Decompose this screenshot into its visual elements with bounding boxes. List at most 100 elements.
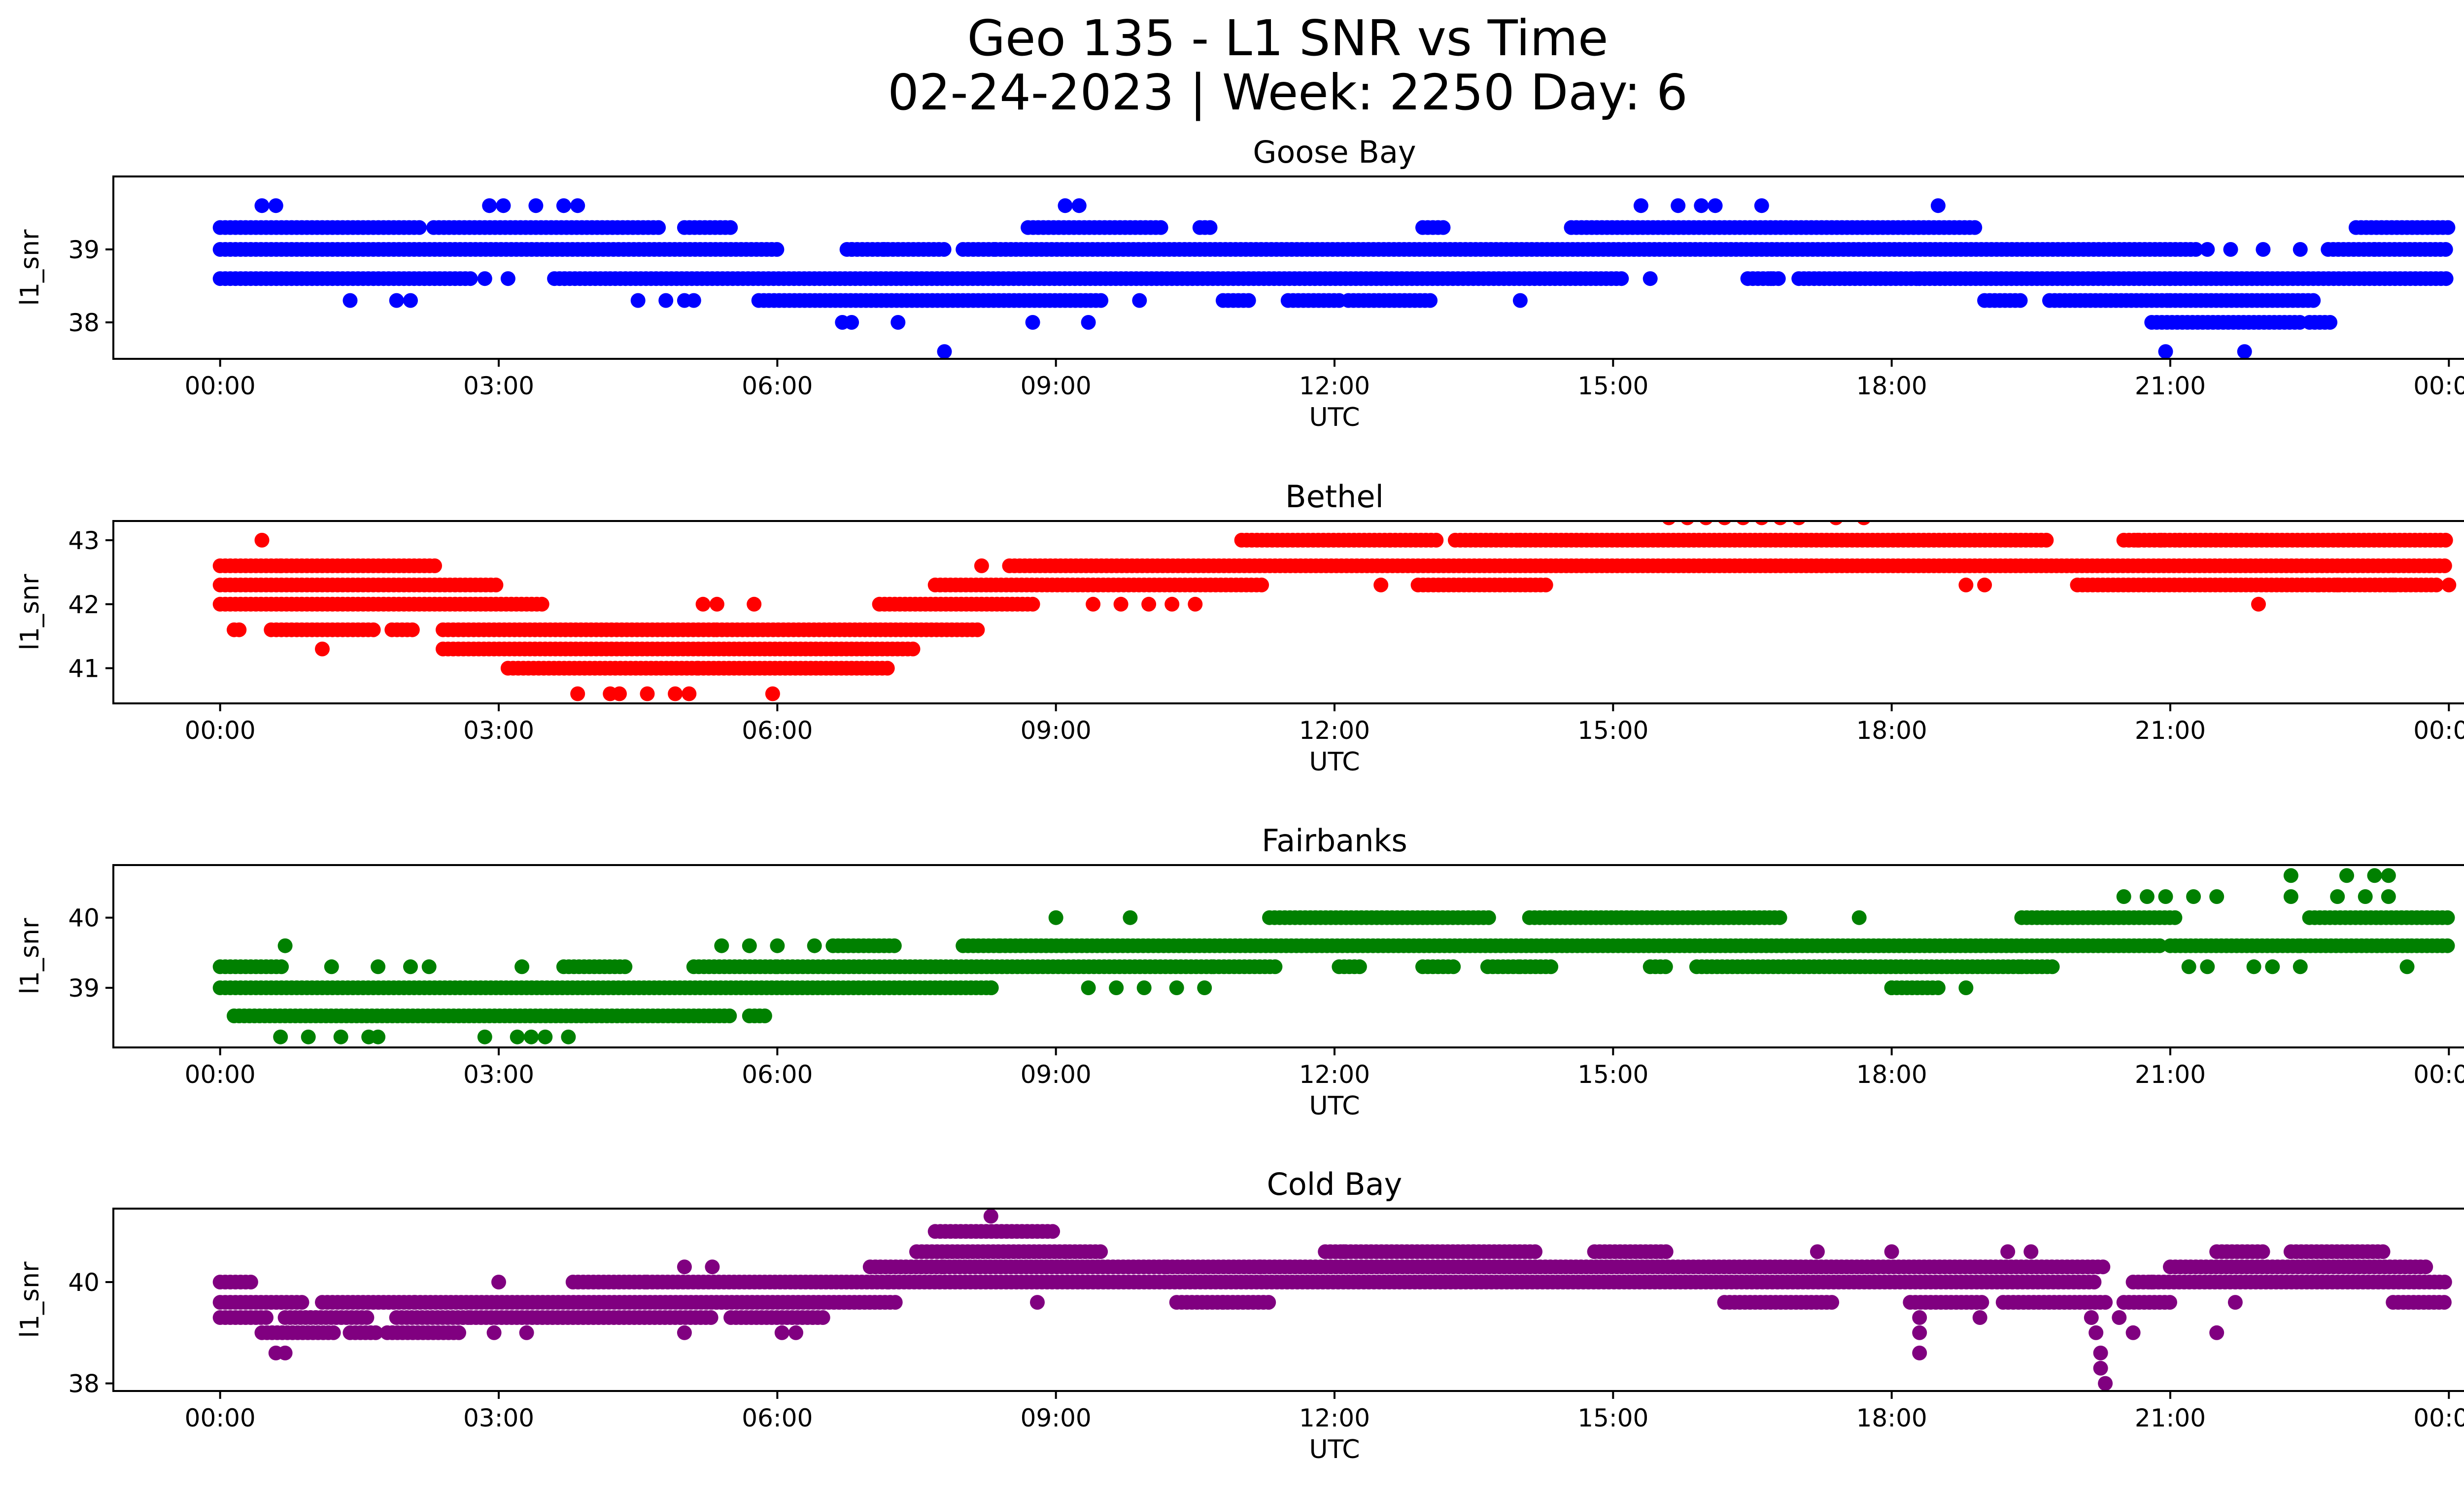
data-point: [1261, 1295, 1276, 1310]
data-point: [1884, 1244, 1899, 1259]
data-point: [2367, 868, 2382, 883]
data-point: [844, 315, 859, 330]
data-point: [2045, 959, 2060, 974]
data-point: [1671, 198, 1686, 213]
data-point: [556, 198, 571, 213]
data-point: [2367, 242, 2382, 257]
data-point: [570, 198, 585, 213]
data-point: [2251, 596, 2266, 612]
data-point: [1930, 198, 1946, 213]
data-point: [1113, 596, 1129, 612]
data-point: [2440, 220, 2456, 235]
data-point: [2429, 577, 2444, 592]
data-point: [2436, 1295, 2452, 1310]
x-tick-label: 12:00: [1299, 372, 1370, 400]
data-point: [2437, 558, 2452, 573]
data-point: [427, 558, 442, 573]
data-point: [2339, 868, 2354, 883]
data-point: [2440, 938, 2455, 953]
data-point: [658, 293, 674, 308]
data-point: [277, 1345, 293, 1360]
data-point: [682, 686, 697, 701]
x-axis-label: UTC: [1309, 747, 1360, 777]
y-tick-label: 41: [68, 655, 100, 683]
data-point: [243, 1275, 258, 1289]
data-point: [880, 661, 895, 676]
data-point: [936, 242, 952, 257]
data-point: [1086, 596, 1101, 612]
data-point: [2255, 1244, 2270, 1259]
data-point: [519, 1325, 534, 1340]
data-point: [774, 1325, 789, 1340]
data-point: [1109, 980, 1124, 995]
data-point: [570, 686, 585, 701]
data-point: [2172, 532, 2187, 548]
x-tick-label: 15:00: [1577, 1060, 1648, 1089]
data-point: [769, 242, 785, 257]
data-point: [1792, 521, 1806, 525]
data-point: [1930, 980, 1946, 995]
data-point: [705, 1259, 720, 1275]
data-point: [1253, 1259, 1268, 1275]
data-point: [2186, 889, 2201, 904]
data-point: [1912, 1325, 1927, 1340]
data-point: [2181, 959, 2196, 974]
data-point: [1267, 959, 1283, 974]
subplot-title: Cold Bay: [1267, 1166, 1403, 1202]
data-point: [2438, 242, 2453, 257]
x-tick-label: 15:00: [1577, 372, 1648, 400]
data-point: [970, 622, 985, 637]
data-point: [2154, 532, 2169, 548]
data-point: [1164, 596, 1180, 612]
data-point: [524, 1029, 539, 1044]
data-point: [2200, 959, 2215, 974]
data-point: [905, 641, 921, 657]
data-point: [844, 242, 859, 257]
data-point: [695, 596, 711, 612]
data-point: [1215, 1295, 1231, 1310]
data-point: [2438, 271, 2454, 286]
data-point: [368, 1325, 383, 1340]
x-tick-label: 00:00: [2413, 372, 2464, 400]
data-point: [1136, 980, 1152, 995]
y-tick-label: 40: [68, 1268, 100, 1297]
x-tick-label: 03:00: [463, 372, 534, 400]
data-points: [212, 521, 2457, 701]
data-point: [1658, 959, 1673, 974]
data-point: [1081, 315, 1096, 330]
data-point: [254, 198, 270, 213]
x-tick-label: 00:00: [185, 716, 256, 745]
data-point: [1633, 198, 1648, 213]
data-point: [709, 596, 724, 612]
data-point: [2237, 344, 2252, 359]
data-point: [1048, 910, 1063, 925]
data-point: [742, 938, 757, 953]
plot-frame: [112, 520, 2464, 704]
data-point: [403, 293, 418, 308]
data-point: [1058, 1244, 1073, 1259]
x-tick-label: 18:00: [1856, 716, 1927, 745]
data-point: [1336, 1244, 1351, 1259]
data-point: [890, 315, 906, 330]
x-tick-label: 15:00: [1577, 1404, 1648, 1432]
data-point: [807, 938, 822, 953]
data-point: [1829, 521, 1843, 525]
data-point: [983, 1209, 998, 1224]
data-point: [2013, 293, 2028, 308]
data-point: [1643, 271, 1658, 286]
data-point: [2139, 889, 2155, 904]
data-point: [2116, 889, 2131, 904]
data-point: [2441, 577, 2457, 592]
data-point: [2023, 1244, 2039, 1259]
data-point: [815, 1310, 830, 1325]
y-axis-label: l1_snr: [15, 918, 45, 995]
data-point: [2200, 242, 2215, 257]
y-tick-label: 39: [68, 974, 100, 1003]
data-point: [1699, 521, 1713, 525]
x-tick-label: 21:00: [2135, 1404, 2206, 1432]
data-point: [1436, 220, 1451, 235]
data-point: [2209, 889, 2224, 904]
data-point: [747, 596, 762, 612]
data-point: [722, 1008, 737, 1023]
data-point: [630, 293, 646, 308]
